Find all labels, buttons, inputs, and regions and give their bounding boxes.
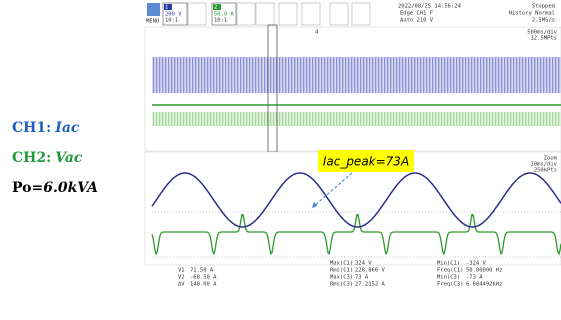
label-name: CH1:	[12, 120, 51, 136]
label-name: Po=	[12, 180, 43, 196]
cursor-value: 71.50 A	[190, 268, 214, 274]
ch2-number: 2	[214, 5, 217, 11]
trigger: Edge CH1 F	[400, 11, 433, 17]
menu[interactable]: MENU	[146, 19, 159, 25]
ch1-number: 1	[165, 5, 168, 11]
label-name: CH2:	[12, 150, 51, 166]
measure-name: Freq(C1)	[437, 268, 464, 274]
ch2-overview-trace	[152, 112, 561, 126]
label-signal: Iac	[54, 120, 80, 136]
channel-label: Po=6.0kVA	[12, 180, 98, 196]
cursor-name: V2	[178, 275, 185, 281]
annotation: Iac_peak=73A	[323, 155, 409, 169]
measure-name: Rms(C1)	[330, 268, 353, 274]
zoom-points: 250kPts	[534, 168, 557, 174]
measure-name: Max(C1)	[330, 261, 353, 267]
history: History Normal	[509, 11, 555, 17]
measure-name: Max(C3)	[330, 275, 353, 281]
toolbar	[145, 0, 561, 27]
page: MENU 1 200 V 10:1 2 50.0 A 10:1 2022/08/…	[0, 0, 561, 320]
cursor-name: ΔV	[178, 282, 185, 288]
cursor-name: V1	[178, 268, 185, 274]
measure-name: Min(C1)	[437, 261, 460, 267]
measure-value: 50.00000 Hz	[466, 268, 502, 274]
ch1-probe: 10:1	[165, 18, 178, 24]
overview-points: 12.5MPts	[531, 36, 558, 42]
sample-rate: 2.5MS/s	[532, 18, 555, 24]
measure-name: Rms(C3)	[330, 282, 353, 288]
cursor-value: -68.50 A	[190, 275, 217, 281]
trigger-level: Auto 210 V	[400, 18, 434, 24]
ch1-overview-trace	[152, 57, 561, 93]
label-signal: 6.0kVA	[43, 180, 98, 196]
measure-value: 324 V	[355, 261, 372, 267]
measure-name: Freq(C3)	[437, 282, 464, 288]
channel-label: CH2:Vac	[12, 150, 83, 166]
channel-label: CH1:Iac	[12, 120, 80, 136]
ch2-probe: 10:1	[214, 18, 227, 24]
timestamp: 2022/08/25 14:56:24	[398, 4, 462, 10]
measure-value: -73 A	[466, 275, 483, 281]
label-signal: Vac	[55, 150, 83, 166]
status: Stopped	[532, 4, 555, 10]
measure-value: 73 A	[355, 275, 369, 281]
measure-name: Min(C3)	[437, 275, 460, 281]
measure-value: 27.2152 A	[355, 282, 385, 288]
measure-value: 228.866 V	[355, 268, 385, 274]
menu-icon[interactable]	[147, 3, 160, 16]
cursor-value: 140.00 A	[190, 282, 217, 288]
measure-value: 6.684492kHz	[466, 282, 502, 288]
measure-value: -324 V	[466, 261, 487, 267]
